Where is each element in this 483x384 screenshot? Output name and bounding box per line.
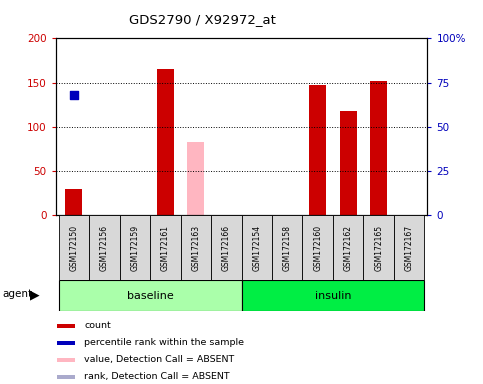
Bar <box>57 324 74 328</box>
Text: count: count <box>84 321 111 330</box>
Text: GSM172163: GSM172163 <box>191 225 200 271</box>
Bar <box>150 215 181 280</box>
Text: insulin: insulin <box>315 291 351 301</box>
Text: agent: agent <box>2 289 32 299</box>
Text: rank, Detection Call = ABSENT: rank, Detection Call = ABSENT <box>84 372 230 381</box>
Bar <box>340 111 356 215</box>
Text: GSM172159: GSM172159 <box>130 225 139 271</box>
Text: GSM172154: GSM172154 <box>252 225 261 271</box>
Bar <box>57 375 74 379</box>
Text: GSM172165: GSM172165 <box>374 225 383 271</box>
Text: GSM172162: GSM172162 <box>344 225 353 271</box>
Bar <box>370 81 387 215</box>
Bar <box>309 85 326 215</box>
Bar <box>58 215 89 280</box>
Bar <box>242 280 425 311</box>
Text: GSM172167: GSM172167 <box>405 225 413 271</box>
Bar <box>157 70 174 215</box>
Bar <box>89 215 120 280</box>
Bar <box>211 215 242 280</box>
Text: baseline: baseline <box>127 291 173 301</box>
Text: GDS2790 / X92972_at: GDS2790 / X92972_at <box>129 13 276 26</box>
Text: GSM172160: GSM172160 <box>313 225 322 271</box>
Text: GSM172166: GSM172166 <box>222 225 231 271</box>
Text: percentile rank within the sample: percentile rank within the sample <box>84 338 244 347</box>
Bar <box>58 280 242 311</box>
Bar <box>363 215 394 280</box>
Bar <box>57 358 74 362</box>
Bar <box>394 215 425 280</box>
Bar <box>302 215 333 280</box>
Text: GSM172158: GSM172158 <box>283 225 292 271</box>
Text: GSM172150: GSM172150 <box>70 225 78 271</box>
Bar <box>333 215 363 280</box>
Bar <box>242 215 272 280</box>
Bar <box>272 215 302 280</box>
Text: GSM172161: GSM172161 <box>161 225 170 271</box>
Bar <box>66 189 82 215</box>
Text: value, Detection Call = ABSENT: value, Detection Call = ABSENT <box>84 355 234 364</box>
Text: ▶: ▶ <box>30 288 40 301</box>
Bar <box>181 215 211 280</box>
Text: GSM172156: GSM172156 <box>100 225 109 271</box>
Bar <box>187 142 204 215</box>
Bar <box>57 341 74 345</box>
Bar <box>120 215 150 280</box>
Point <box>192 18 199 24</box>
Point <box>70 92 78 98</box>
